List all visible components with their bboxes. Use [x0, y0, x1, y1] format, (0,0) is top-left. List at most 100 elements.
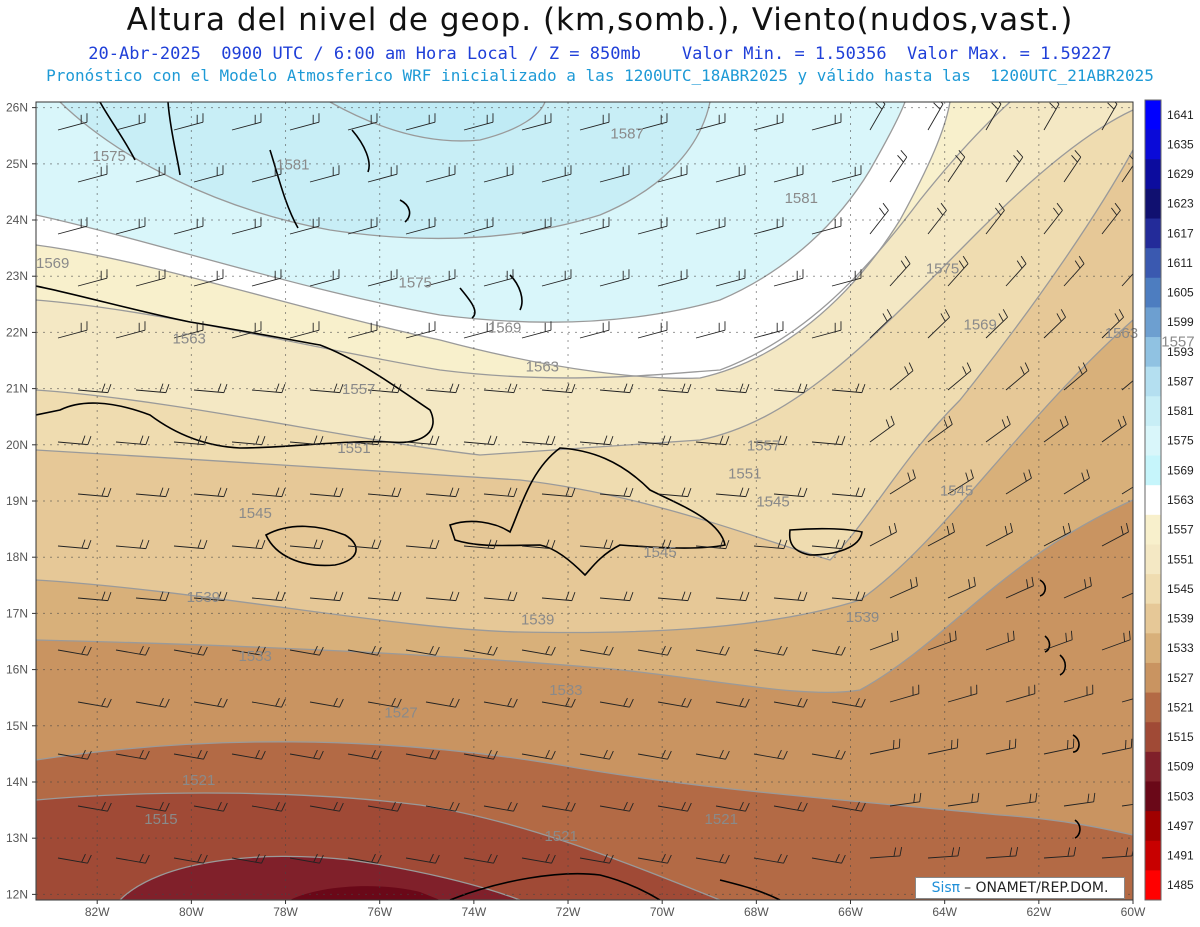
- coastlines: [36, 102, 1081, 900]
- wind-barb: [289, 539, 324, 550]
- colorbar-swatch: [1145, 188, 1161, 220]
- colorbar-swatch: [1145, 218, 1161, 249]
- wind-barb: [1121, 698, 1133, 703]
- wind-barb: [889, 792, 922, 807]
- colorbar-label: 1491: [1167, 849, 1194, 863]
- south-america-coast: [449, 872, 781, 900]
- wind-barb: [831, 487, 866, 498]
- wind-barb: [985, 738, 1017, 755]
- colorbar-label: 1527: [1167, 671, 1194, 685]
- wind-barb: [1063, 792, 1096, 807]
- wind-barb: [425, 165, 456, 183]
- wind-barb: [173, 113, 204, 131]
- wind-barb: [309, 165, 340, 183]
- lat-tick-label: 25N: [6, 157, 28, 171]
- contour-label: 1563: [173, 331, 206, 348]
- wind-barb: [483, 269, 514, 287]
- wind-barb: [1005, 469, 1032, 495]
- wind-barb: [367, 165, 398, 183]
- wind-barb: [483, 591, 518, 602]
- wind-barb: [231, 217, 262, 235]
- wind-barb: [251, 269, 282, 287]
- wind-barb: [173, 853, 208, 864]
- wind-barb: [483, 487, 518, 498]
- wind-barb: [753, 749, 788, 760]
- lon-tick-label: 78W: [273, 905, 298, 919]
- wind-barb: [695, 113, 726, 131]
- colorbar-label: 1581: [1167, 404, 1194, 418]
- wind-barb: [753, 645, 788, 656]
- wind-barb: [657, 697, 692, 708]
- lon-tick-label: 76W: [367, 905, 392, 919]
- lon-tick-label: 82W: [85, 905, 110, 919]
- graticule: [36, 102, 1134, 900]
- wind-barb: [405, 113, 436, 131]
- colorbar-swatch: [1145, 425, 1161, 457]
- lat-tick-label: 23N: [6, 269, 28, 283]
- wind-barb: [289, 645, 324, 656]
- wind-barb: [695, 217, 726, 235]
- wind-barb: [831, 269, 862, 287]
- wind-barb: [193, 591, 228, 602]
- lat-tick-label: 12N: [6, 887, 28, 901]
- wind-barb: [251, 487, 286, 498]
- wind-barb: [77, 269, 108, 287]
- lat-tick-label: 16N: [6, 663, 28, 677]
- wind-barb: [753, 321, 784, 339]
- wind-barb: [289, 321, 320, 339]
- wind-barb: [1101, 309, 1124, 339]
- lat-tick-label: 19N: [6, 494, 28, 508]
- contour-label: 1563: [526, 359, 559, 376]
- colorbar-swatch: [1145, 159, 1161, 190]
- wind-barb: [811, 539, 846, 550]
- wind-barb: [57, 113, 88, 131]
- wind-barb: [57, 321, 88, 339]
- wind-barb: [579, 435, 614, 446]
- wind-barb: [985, 846, 1019, 859]
- lat-tick-label: 21N: [6, 382, 28, 396]
- wind-barb: [463, 217, 494, 235]
- wind-barb: [463, 321, 494, 339]
- wind-barb: [1043, 102, 1060, 131]
- colorbar-swatch: [1145, 455, 1161, 486]
- wind-barb: [773, 801, 808, 812]
- wind-barb: [579, 645, 614, 656]
- wind-barb: [541, 801, 576, 812]
- bahamas-coast: [269, 129, 523, 319]
- wind-barb: [1063, 150, 1082, 183]
- colorbar-label: 1641: [1167, 108, 1194, 122]
- wind-barb: [889, 255, 911, 287]
- wind-barb: [1101, 102, 1118, 131]
- wind-barb: [637, 853, 672, 864]
- wind-barb: [695, 645, 730, 656]
- wind-barb: [1101, 523, 1129, 547]
- colorbar-swatch: [1145, 811, 1161, 842]
- wind-barb: [77, 165, 108, 183]
- wind-barb: [173, 321, 204, 339]
- wind-barb: [405, 853, 440, 864]
- lon-tick-label: 74W: [462, 905, 487, 919]
- wind-barb: [1043, 523, 1071, 547]
- wind-barb: [715, 697, 750, 708]
- wind-barb: [985, 309, 1008, 339]
- wind-barb: [579, 749, 614, 760]
- wind-barb: [1121, 260, 1133, 287]
- wind-barb: [310, 906, 343, 915]
- colorbar-label: 1599: [1167, 315, 1194, 329]
- wind-barb: [367, 487, 402, 498]
- wind-barb: [1043, 309, 1066, 339]
- contour-label: 1569: [488, 319, 521, 336]
- wind-barb: [289, 113, 320, 131]
- wind-barb: [695, 321, 726, 339]
- wind-barb: [869, 102, 886, 131]
- wind-barb: [521, 539, 556, 550]
- wind-barb: [890, 901, 922, 910]
- wind-barb: [541, 697, 576, 708]
- wind-barb: [657, 165, 688, 183]
- wind-barb: [309, 383, 344, 394]
- chart-subtitle-date: 20-Abr-2025 0900 UTC / 6:00 am Hora Loca…: [88, 44, 1112, 64]
- wind-barb: [599, 591, 634, 602]
- wind-barb: [405, 321, 436, 339]
- wind-barb: [774, 906, 807, 915]
